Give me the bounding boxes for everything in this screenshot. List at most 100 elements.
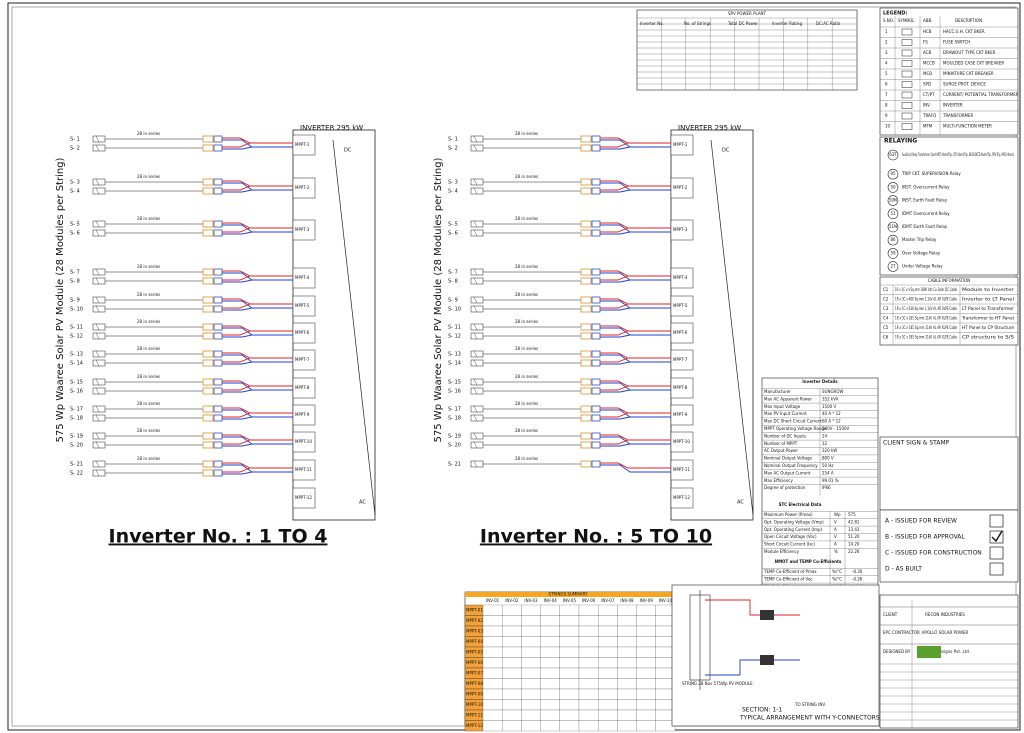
summary-cell [521, 699, 541, 711]
summary-cell [521, 657, 541, 669]
ac-label: AC [359, 500, 366, 506]
summary-row: MPPT-02 [466, 618, 483, 623]
pv-string [689, 594, 711, 681]
summary-cell [598, 688, 618, 700]
string-label: S- 20 [70, 443, 83, 449]
positive-wire [600, 142, 671, 148]
summary-cell [617, 720, 637, 732]
detail-key: Max AC Apparent Power [764, 396, 812, 401]
string-label: S- 12 [448, 334, 461, 340]
mppt-label: MPPT-3 [673, 227, 688, 232]
title-block-value: RECON INDUSTRIES [925, 612, 965, 617]
positive-wire [600, 434, 671, 441]
module-diode [95, 432, 100, 440]
summary-cell [598, 625, 618, 637]
summary-row: MPPT-06 [466, 660, 483, 665]
module-symbol [470, 350, 484, 358]
detail-value: 1500 V [822, 404, 836, 409]
negative-wire [600, 464, 671, 473]
summary-cell [636, 720, 656, 732]
module-diode [95, 135, 100, 143]
module-symbol [470, 460, 484, 468]
summary-column: INV-04 [544, 598, 558, 603]
string-label: S- 6 [448, 231, 458, 237]
mppt-box [292, 177, 316, 199]
summary-cell [598, 636, 618, 648]
negative-wire [600, 389, 671, 393]
string-label: S- 4 [448, 189, 458, 195]
positive-wire [222, 434, 293, 441]
summary-cell [598, 604, 618, 616]
summary-cell [598, 646, 618, 658]
legend-no: 4 [885, 61, 888, 66]
summary-cell [521, 678, 541, 690]
legend-no: 9 [885, 113, 888, 118]
legend-header: SYMBOL [898, 18, 915, 23]
y-connector [213, 387, 223, 395]
cable-spec: 1R x 3C x 185 Sq.mm 11kV AL AR XLPE Cabl… [895, 335, 957, 340]
status-label: C - ISSUED FOR CONSTRUCTION [885, 550, 982, 557]
detail-value: 50 Hz [822, 463, 833, 468]
y-connector [591, 187, 601, 195]
negative-wire [222, 307, 293, 311]
module-diode [473, 187, 478, 195]
summary-cell [482, 636, 503, 648]
module-diode [95, 220, 100, 228]
module-diode [95, 387, 100, 395]
relay-code: 50 [890, 184, 896, 189]
legend-desc: FUSE SWITCH [943, 40, 970, 45]
temp-unit: %/°C [832, 576, 842, 581]
temp-key: TEMP Co-Efficient of Voc [763, 576, 813, 581]
mppt-label: MPPT-12 [295, 495, 312, 500]
summary-column: INV-07 [601, 598, 615, 603]
summary-cell [521, 667, 541, 679]
summary-cell [617, 625, 637, 637]
positive-wire [600, 357, 671, 363]
module-diode [473, 405, 478, 413]
detail-key: Number of DC Inputs [764, 433, 806, 438]
module-symbol [92, 469, 106, 477]
legend-abbr: HCB [923, 29, 932, 34]
legend-symbol [901, 112, 913, 120]
summary-cell [482, 646, 503, 658]
string-label: S- 6 [70, 231, 80, 237]
module-diode [95, 268, 100, 276]
detail-key: Max PV Input Current [764, 411, 807, 416]
string-label: S- 3 [448, 180, 458, 186]
y-connector [580, 296, 592, 304]
stc-key: Opt. Operating Voltage (Vmp) [764, 519, 824, 524]
module-diode [473, 441, 478, 449]
cable-use: CP structure to S/S [962, 335, 1015, 340]
detail-key: Max Efficiency [764, 478, 793, 483]
y-connector [213, 414, 223, 422]
module-symbol [470, 229, 484, 237]
y-connector [202, 332, 214, 340]
legend-desc: TRANSFORMER [942, 113, 974, 118]
summary-cell [502, 709, 522, 721]
legend-symbol [901, 39, 913, 46]
summary-cell [578, 657, 599, 669]
summary-cell [482, 709, 503, 721]
stc-key: Short Circuit Current (Isc) [764, 542, 815, 547]
positive-wire [222, 385, 293, 391]
relay-desc: IDMT Earth Fault Relay [902, 224, 948, 229]
inverter-caption: Inverter No. : 5 TO 10 [480, 526, 712, 548]
string-label: S- 22 [70, 471, 83, 477]
summary-cell [617, 678, 637, 690]
detail-value: 24 [822, 433, 828, 438]
relay-desc: TRIP CKT. SUPERVISION Relay [901, 171, 961, 176]
y-connector [580, 432, 592, 440]
module-symbol [470, 387, 484, 395]
summary-cell [559, 720, 580, 732]
y-connector [591, 414, 601, 422]
summary-cell [521, 625, 541, 637]
y-connector [202, 268, 214, 276]
legend-symbol [901, 91, 913, 99]
legend-abbr: ACB [923, 50, 931, 55]
legend-no: 7 [885, 92, 888, 97]
summary-cell [482, 657, 503, 669]
legend-no: 5 [885, 71, 888, 76]
string-label: S- 7 [70, 270, 80, 276]
negative-wire [600, 146, 671, 150]
y-connector [213, 350, 223, 358]
